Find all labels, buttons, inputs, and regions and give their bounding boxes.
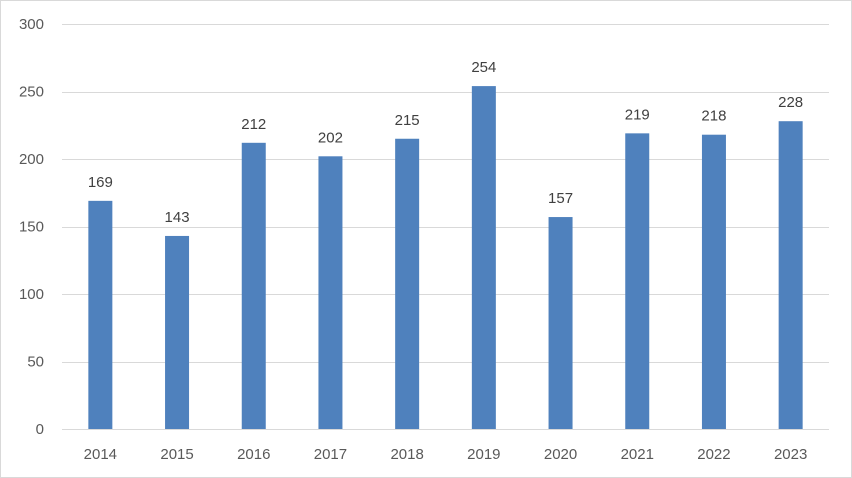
bars xyxy=(88,86,803,430)
y-tick-label: 150 xyxy=(19,219,44,236)
y-tick-label: 200 xyxy=(19,151,44,168)
data-label-2014: 169 xyxy=(88,174,113,191)
x-tick-label: 2020 xyxy=(544,446,577,463)
bar-2023 xyxy=(778,121,803,429)
y-tick-label: 300 xyxy=(19,16,44,33)
bar-2017 xyxy=(318,156,343,430)
data-label-2020: 157 xyxy=(548,190,573,207)
bar-2014 xyxy=(88,200,113,429)
bar-2015 xyxy=(165,235,190,429)
bar-2021 xyxy=(625,133,650,429)
bar-2016 xyxy=(241,142,266,430)
x-tick-label: 2023 xyxy=(774,446,807,463)
data-labels: 169 143 212 202 215 254 157 219 218 228 xyxy=(88,59,803,226)
data-label-2021: 219 xyxy=(625,106,650,123)
bar-2022 xyxy=(701,134,726,429)
x-tick-label: 2015 xyxy=(160,446,193,463)
x-tick-label: 2022 xyxy=(697,446,730,463)
y-tick-label: 0 xyxy=(36,421,44,438)
bar-2020 xyxy=(548,217,573,429)
data-label-2017: 202 xyxy=(318,129,343,146)
x-tick-label: 2018 xyxy=(390,446,423,463)
x-tick-label: 2016 xyxy=(237,446,270,463)
data-label-2019: 254 xyxy=(471,59,496,76)
bar-2018 xyxy=(395,138,420,429)
gridlines xyxy=(62,24,829,430)
y-tick-label: 50 xyxy=(27,354,44,371)
x-tick-label: 2021 xyxy=(621,446,654,463)
x-tick-label: 2017 xyxy=(314,446,347,463)
y-tick-label: 100 xyxy=(19,286,44,303)
data-label-2015: 143 xyxy=(165,209,190,226)
x-axis-ticks: 2014 2015 2016 2017 2018 2019 2020 2021 2022 2023 xyxy=(84,446,808,463)
bar-2019 xyxy=(471,86,496,429)
x-tick-label: 2019 xyxy=(467,446,500,463)
data-label-2016: 212 xyxy=(241,116,266,133)
y-axis-ticks: 0 50 100 150 200 250 300 xyxy=(19,16,44,438)
y-tick-label: 250 xyxy=(19,84,44,101)
data-label-2022: 218 xyxy=(701,108,726,125)
data-label-2018: 215 xyxy=(395,112,420,129)
x-tick-label: 2014 xyxy=(84,446,117,463)
data-label-2023: 228 xyxy=(778,94,803,111)
